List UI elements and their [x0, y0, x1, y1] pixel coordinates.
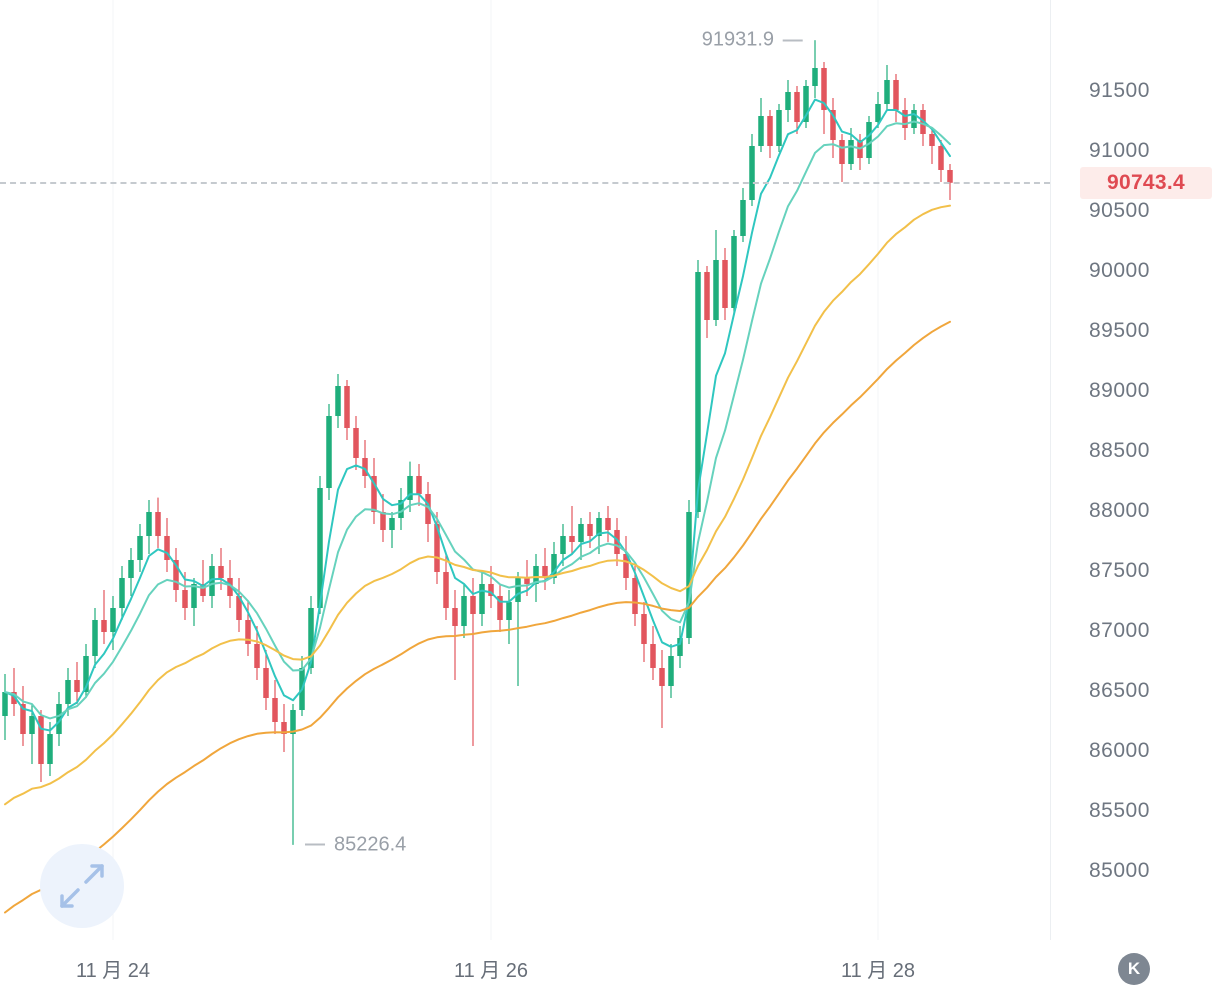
price-axis-label: 91500 [1089, 79, 1150, 102]
price-axis-label: 90500 [1089, 199, 1150, 222]
ema-slow-2-line [4, 320, 951, 914]
chart-canvas [2, 0, 953, 940]
candlestick-chart[interactable]: 91931.9 85226.4 [0, 0, 1050, 940]
low-price-label: 85226.4 [334, 833, 407, 856]
price-axis-label: 85500 [1089, 799, 1150, 822]
kline-badge-label: K [1127, 959, 1141, 978]
price-axis-label: 90000 [1089, 259, 1150, 282]
last-price-value: 90743.4 [1106, 170, 1185, 194]
high-price-annotation: 91931.9 [702, 29, 803, 52]
price-axis-label: 86500 [1089, 679, 1150, 702]
time-axis-label: 11 月 24 [75, 960, 151, 982]
price-axis-label: 85000 [1089, 859, 1150, 882]
low-annotation-dash [305, 843, 325, 846]
last-price-badge: 90743.4 [1080, 166, 1212, 199]
last-price-line [0, 181, 1050, 184]
high-annotation-dash [783, 39, 803, 42]
price-axis-label: 89500 [1089, 319, 1150, 342]
time-axis-label: 11 月 26 [453, 960, 529, 982]
ema-slow-1-line [4, 204, 951, 806]
price-axis-label: 87500 [1089, 559, 1150, 582]
ema-fast-1-line [4, 98, 951, 732]
ema-fast-2-line [4, 120, 951, 720]
price-axis-label: 87000 [1089, 619, 1150, 642]
price-axis-label: 91000 [1089, 139, 1150, 162]
price-axis-label: 88500 [1089, 439, 1150, 462]
price-axis-label: 88000 [1089, 499, 1150, 522]
time-axis: 11 月 24 11 月 26 11 月 28 [0, 940, 1220, 990]
high-price-label: 91931.9 [701, 28, 774, 51]
price-axis: 91500 91000 90500 90000 89500 89000 88500 88000… [1050, 0, 1220, 940]
kline-badge-button[interactable]: K [1118, 953, 1150, 985]
expand-button[interactable] [38, 842, 126, 930]
price-axis-label: 89000 [1089, 379, 1150, 402]
expand-arrows-icon [40, 844, 124, 928]
low-price-annotation: 85226.4 [305, 833, 406, 856]
price-axis-label: 86000 [1089, 739, 1150, 762]
time-axis-label: 11 月 28 [840, 960, 916, 982]
